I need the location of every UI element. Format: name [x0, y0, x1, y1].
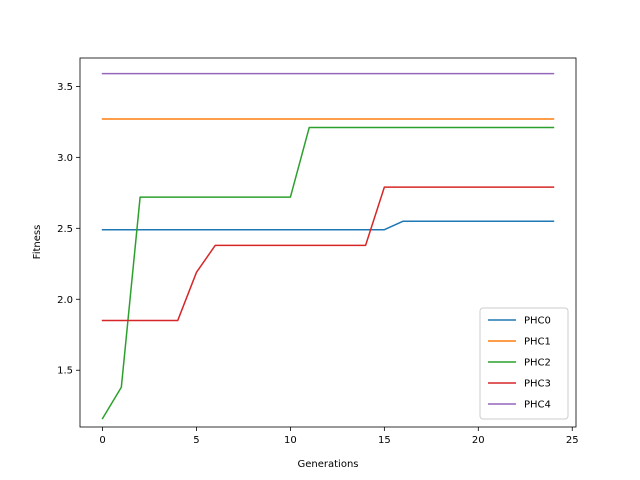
legend-label-phc0: PHC0: [524, 316, 551, 327]
plot-frame: [79, 57, 577, 428]
legend-label-phc1: PHC1: [524, 337, 551, 348]
x-tick-label: 25: [566, 435, 579, 446]
x-tick-label: 10: [284, 435, 297, 446]
y-axis-ticks: 1.5 2.0 2.5 3.0 3.5: [57, 82, 80, 377]
series-line-phc2: [101, 126, 555, 420]
x-axis-ticks: 0 5 10 15 20 25: [99, 427, 579, 446]
legend-label-phc2: PHC2: [524, 358, 551, 369]
y-tick-label: 3.5: [57, 82, 73, 93]
x-tick-label: 15: [378, 435, 391, 446]
legend-box: [479, 307, 569, 420]
series-line-phc3: [101, 186, 555, 322]
x-tick-label: 0: [99, 435, 105, 446]
y-axis-label: Fitness: [32, 225, 43, 260]
y-tick-label: 2.0: [57, 295, 73, 306]
legend: PHC0 PHC1 PHC2 PHC3 PHC4: [479, 307, 569, 420]
y-tick-label: 1.5: [57, 366, 73, 377]
y-tick-label: 2.5: [57, 224, 73, 235]
series-lines: [101, 72, 555, 420]
y-tick-label: 3.0: [57, 153, 73, 164]
legend-label-phc4: PHC4: [524, 400, 551, 411]
x-axis-label: Generations: [298, 459, 359, 470]
x-tick-label: 5: [193, 435, 199, 446]
series-line-phc0: [101, 220, 555, 231]
x-tick-label: 20: [472, 435, 485, 446]
legend-label-phc3: PHC3: [524, 379, 551, 390]
